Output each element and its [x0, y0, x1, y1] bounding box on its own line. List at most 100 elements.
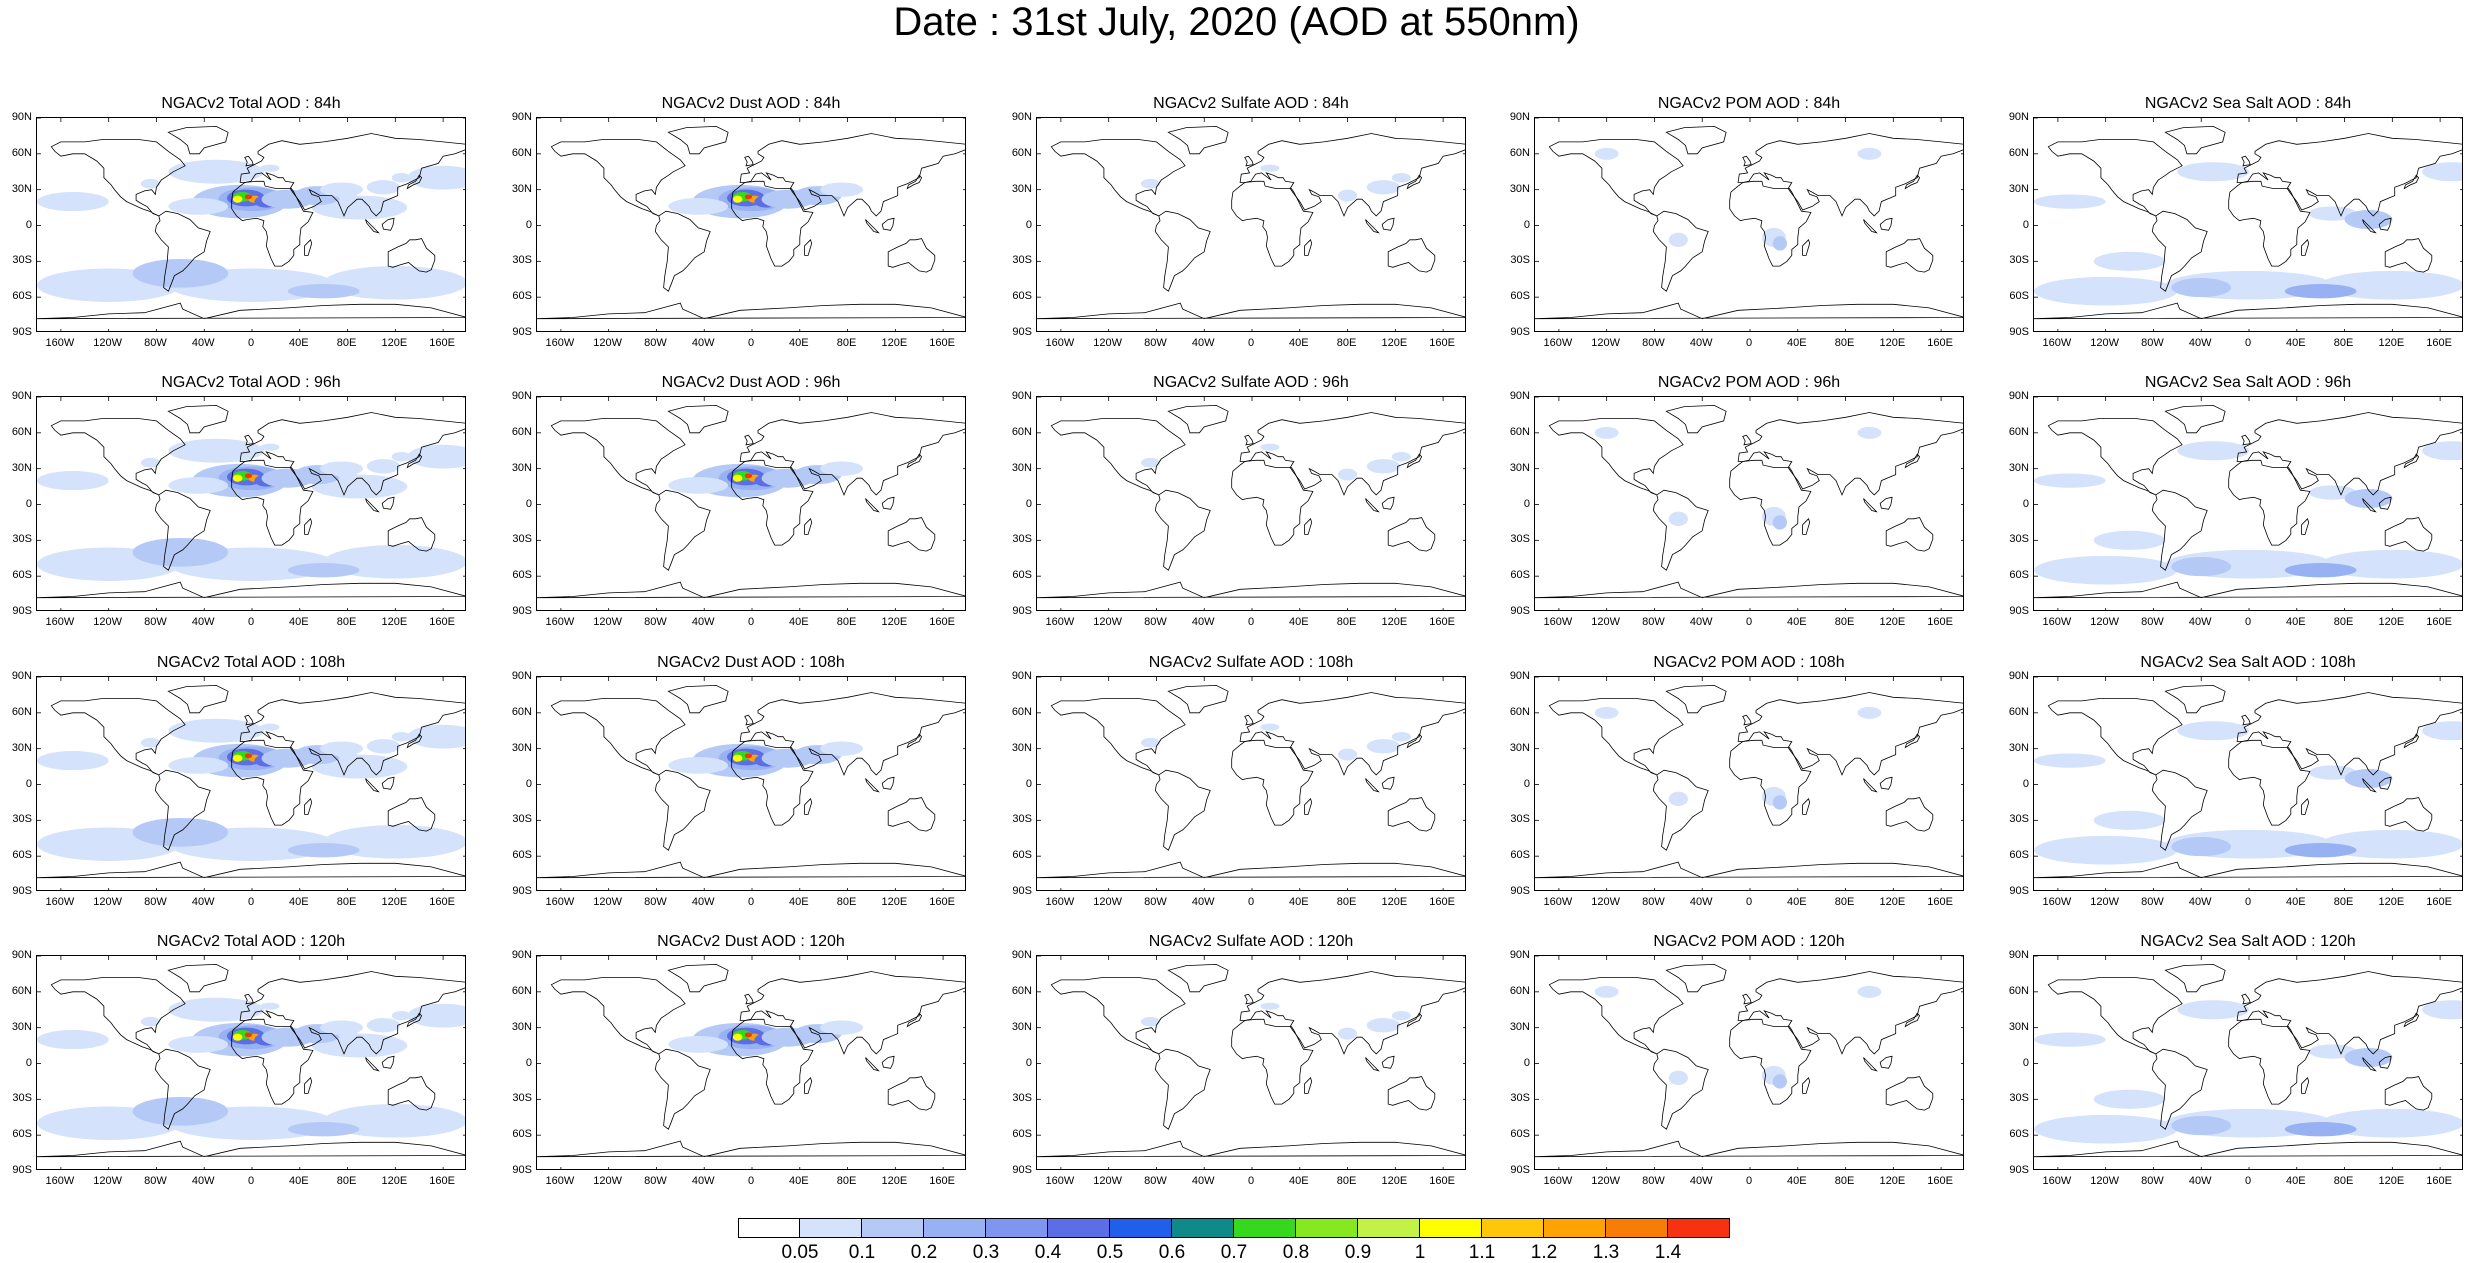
- lon-tick-label: 40W: [2188, 337, 2212, 349]
- lat-tick-label: 60N: [1509, 984, 1530, 997]
- coastline: [167, 125, 229, 155]
- coastline: [1652, 1048, 1709, 1130]
- lon-tick-label: 80W: [1144, 1175, 1167, 1187]
- world-map: [36, 676, 466, 891]
- lat-tick-label: 30S: [512, 254, 532, 267]
- coastline: [381, 217, 395, 231]
- lat-tick-label: 30N: [1011, 182, 1032, 195]
- lon-tick-label: 120W: [1591, 1175, 1621, 1187]
- lon-tick-label: 40W: [2188, 616, 2212, 628]
- world-map: [1534, 117, 1964, 332]
- lon-tick-label: 120E: [881, 1175, 908, 1187]
- coastline: [1406, 453, 1423, 469]
- coastline: [1387, 1076, 1436, 1111]
- coastline: [1548, 977, 1684, 1055]
- lat-tick-label: 60S: [1012, 290, 1032, 303]
- coastline: [2164, 125, 2226, 155]
- lon-tick-label: 80E: [2333, 616, 2354, 628]
- aod-plume: [2284, 284, 2357, 299]
- lon-tick-label: 80E: [1834, 1175, 1855, 1187]
- lon-tick-label: 120W: [93, 1175, 123, 1187]
- aod-plume: [1857, 985, 1882, 998]
- lat-tick-label: 60N: [1509, 146, 1530, 159]
- lat-tick-label: 30N: [1509, 741, 1530, 754]
- coastline: [2151, 1048, 2208, 1130]
- lon-tick-label: 80W: [644, 616, 667, 628]
- aod-plume: [391, 172, 411, 183]
- lat-tick-label: 90S: [1012, 326, 1032, 338]
- aod-plume: [366, 459, 401, 474]
- lon-tick-label: 120E: [381, 1175, 408, 1187]
- panel-title: NGACv2 Dust AOD : 120h: [657, 933, 845, 950]
- coastline: [1665, 404, 1727, 434]
- coastline: [1737, 412, 1963, 496]
- aod-plume: [260, 443, 280, 451]
- lon-tick-label: 160E: [1429, 896, 1455, 908]
- lat-tick-label: 60N: [1011, 705, 1032, 718]
- aod-plume: [2171, 278, 2232, 298]
- lat-tick-label: 90N: [11, 949, 32, 961]
- colorbar-swatch: [1482, 1218, 1544, 1238]
- lat-tick-label: 0: [1025, 1056, 1032, 1069]
- map-panel: NGACv2 Sulfate AOD : 120h 90N 60N 30N 0 30S 60…: [1000, 930, 1470, 1188]
- coastline: [881, 217, 895, 231]
- lat-tick-label: 90S: [1012, 1164, 1032, 1176]
- aod-plume: [338, 468, 358, 481]
- coastline: [304, 1077, 313, 1094]
- coastline: [667, 963, 729, 993]
- lon-tick-label: 80W: [2141, 1175, 2164, 1187]
- panel-title: NGACv2 Dust AOD : 84h: [661, 95, 841, 112]
- coastline: [2034, 861, 2462, 879]
- lon-tick-label: 120W: [1093, 1175, 1123, 1187]
- colorbar-label: 1.1: [1468, 1242, 1496, 1263]
- lon-tick-label: 160W: [1543, 616, 1573, 628]
- lat-tick-label: 60N: [11, 146, 32, 159]
- coastline: [739, 133, 965, 217]
- lat-tick-label: 0: [1523, 777, 1530, 790]
- aod-plume: [260, 723, 280, 731]
- lon-tick-label: 80W: [1144, 616, 1167, 628]
- lon-tick-label: 40E: [2285, 896, 2306, 908]
- lon-tick-label: 80E: [1834, 896, 1855, 908]
- panel-title: NGACv2 Sulfate AOD : 84h: [1153, 95, 1349, 112]
- lon-tick-label: 40E: [1786, 616, 1807, 628]
- lon-tick-label: 40W: [1191, 896, 1215, 908]
- lon-tick-label: 40W: [1689, 616, 1713, 628]
- lon-tick-label: 40E: [288, 1175, 309, 1187]
- aod-plume: [1140, 178, 1161, 189]
- lat-tick-label: 30S: [1510, 813, 1530, 826]
- lon-tick-label: 160W: [45, 1175, 75, 1187]
- lat-tick-label: 90N: [511, 670, 532, 682]
- world-map: [36, 117, 466, 332]
- aod-plume: [732, 1033, 743, 1041]
- coastline: [154, 1048, 211, 1130]
- coastline: [804, 518, 813, 535]
- coastline: [2034, 581, 2462, 599]
- lon-tick-label: 40E: [288, 616, 309, 628]
- lon-tick-label: 80W: [2141, 616, 2164, 628]
- lon-tick-label: 80W: [644, 1175, 667, 1187]
- coastline: [406, 174, 423, 190]
- coastline: [387, 1076, 436, 1111]
- lat-tick-label: 30N: [1011, 1020, 1032, 1033]
- coastline: [804, 1077, 813, 1094]
- coastline: [1167, 404, 1229, 434]
- lon-tick-label: 80E: [336, 337, 357, 349]
- aod-plume: [168, 757, 229, 774]
- lat-tick-label: 30N: [2008, 1020, 2029, 1033]
- lon-tick-label: 80E: [836, 337, 857, 349]
- lon-tick-label: 120E: [881, 896, 908, 908]
- lon-tick-label: 80E: [2333, 896, 2354, 908]
- map-canvas: [1037, 677, 1465, 890]
- lon-tick-label: 120E: [1879, 337, 1906, 349]
- lat-tick-label: 90N: [1509, 949, 1530, 961]
- coastline: [365, 1057, 380, 1072]
- lon-tick-label: 40E: [288, 337, 309, 349]
- aod-plume: [744, 1032, 752, 1038]
- coastline: [881, 496, 895, 510]
- lat-tick-label: 30N: [11, 461, 32, 474]
- lat-tick-label: 90N: [511, 111, 532, 123]
- lat-tick-label: 90S: [512, 605, 532, 617]
- lat-tick-label: 90S: [512, 1164, 532, 1176]
- aod-plume: [2034, 835, 2178, 865]
